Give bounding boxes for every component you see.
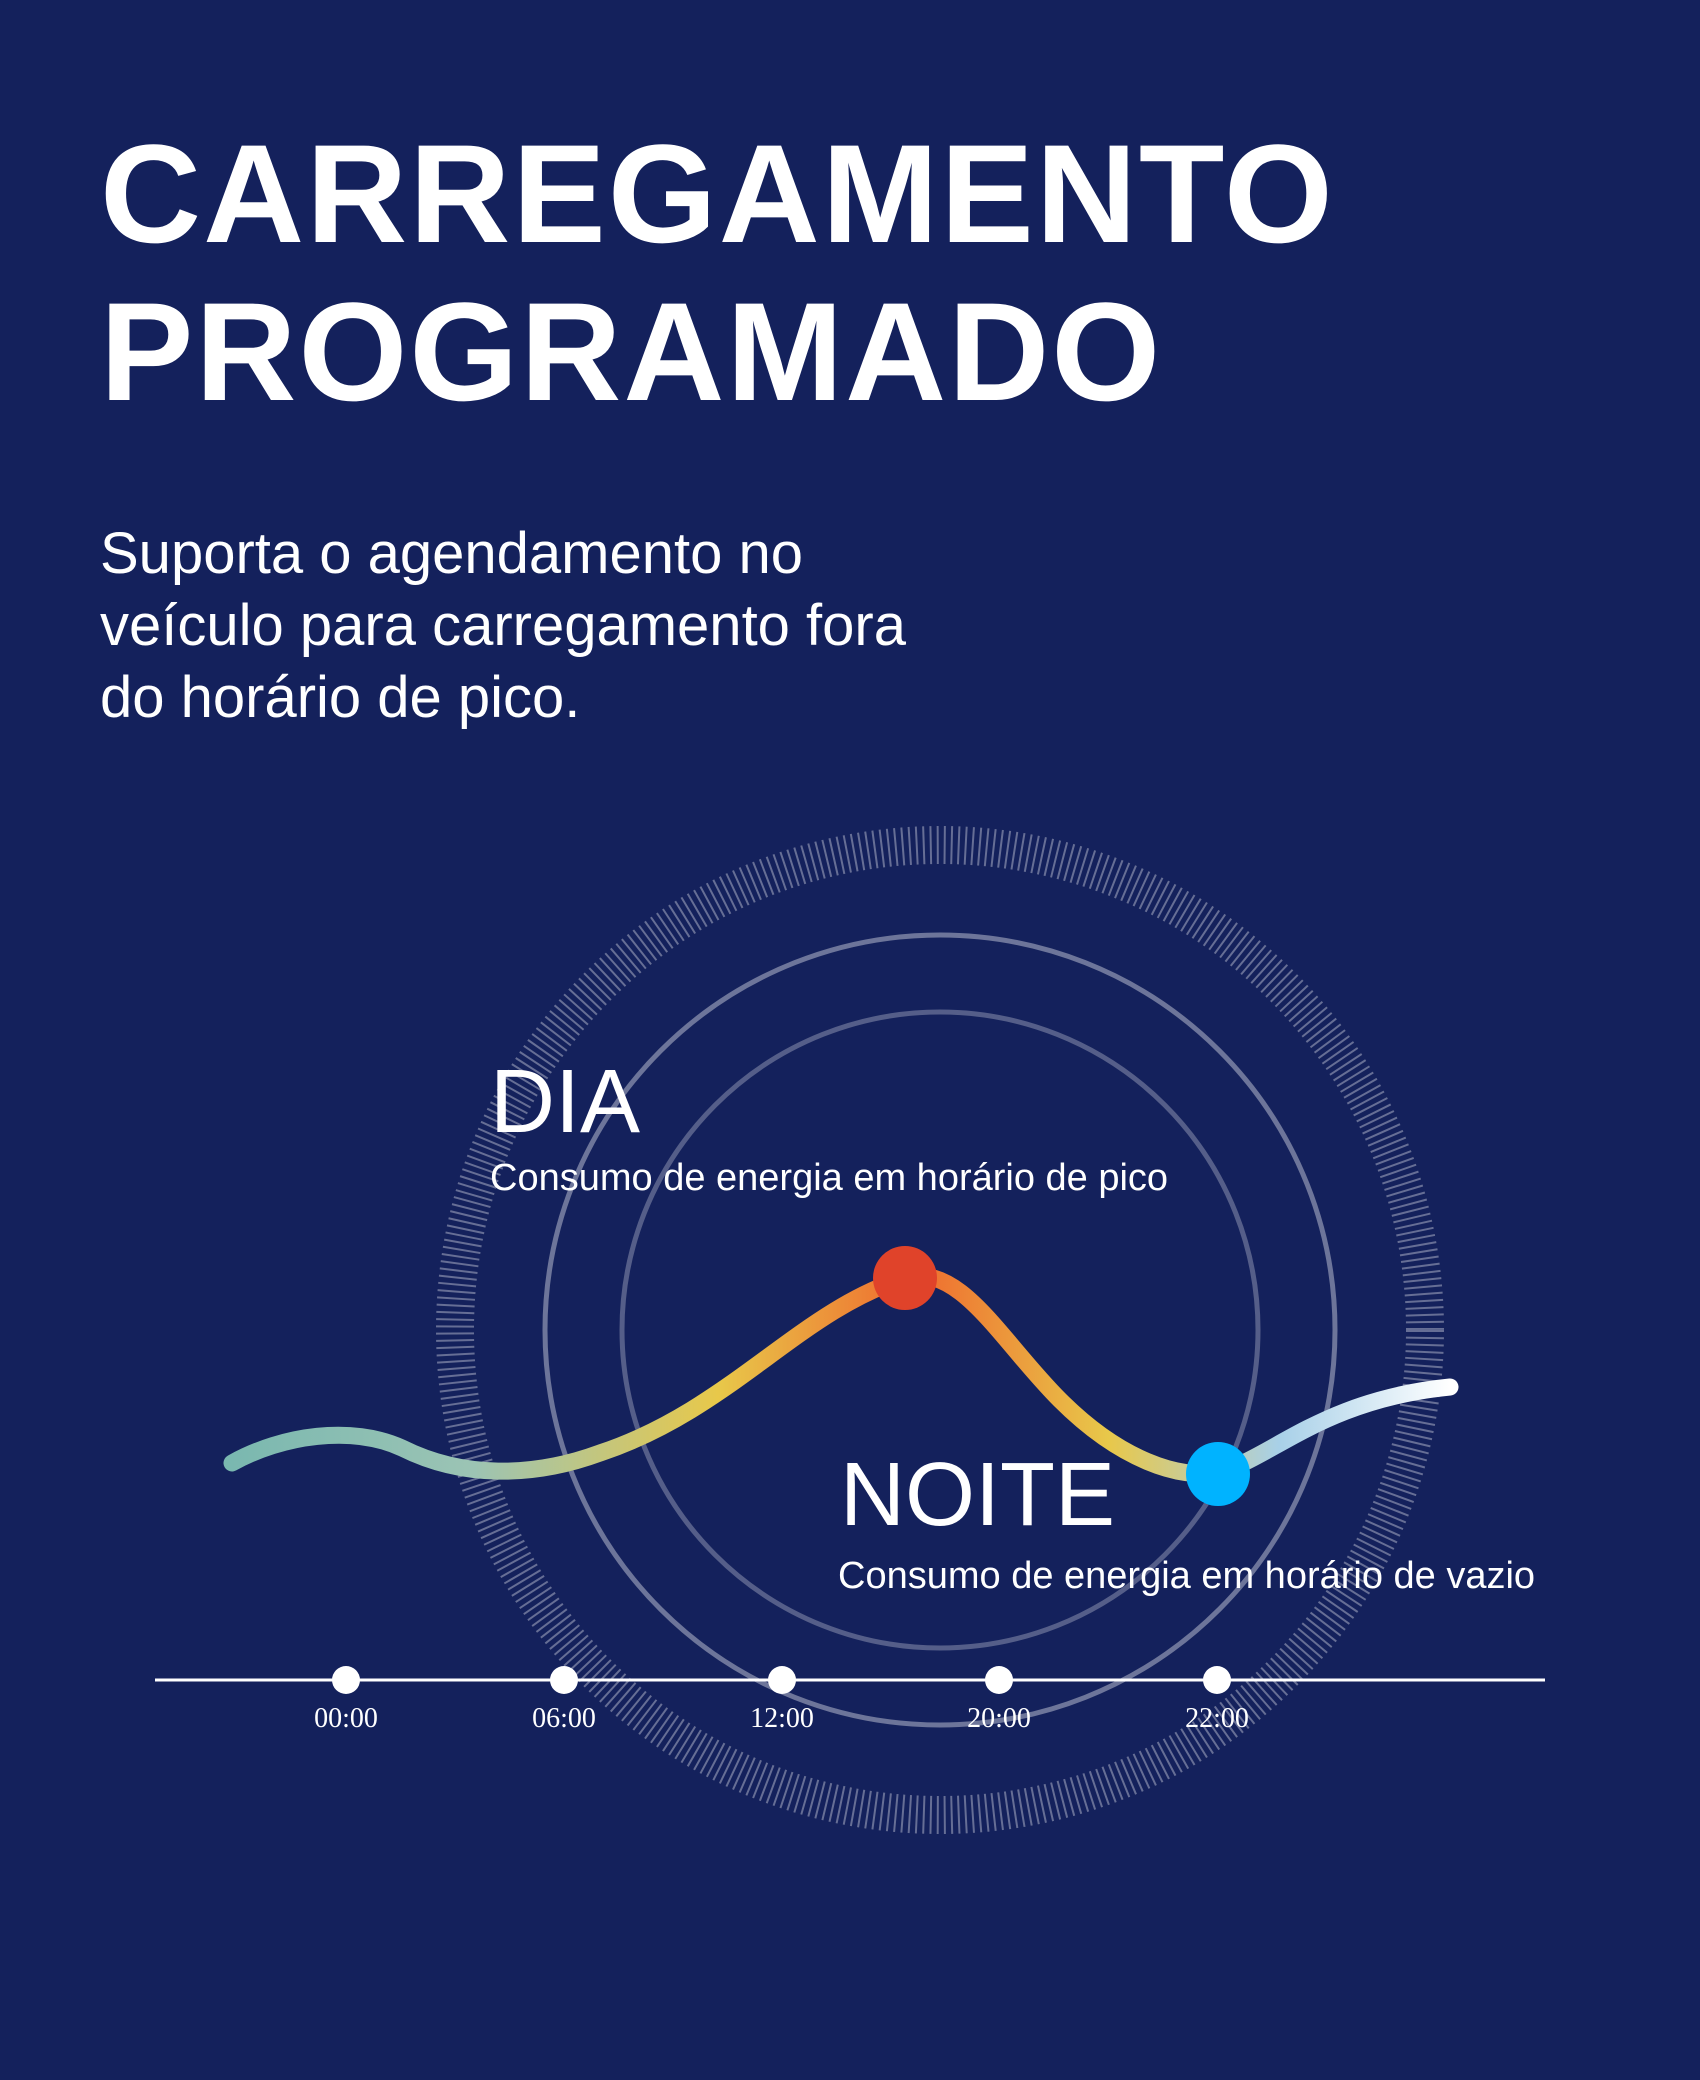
day-description: Consumo de energia em horário de pico	[490, 1157, 1168, 1199]
timeline-tick-dot	[985, 1666, 1013, 1694]
timeline-tick-label: 00:00	[314, 1703, 378, 1734]
timeline-tick-dot	[1203, 1666, 1231, 1694]
peak-marker	[873, 1246, 937, 1310]
timeline-tick-label: 12:00	[750, 1703, 814, 1734]
timeline-tick-dot	[768, 1666, 796, 1694]
night-label: NOITE	[840, 1445, 1115, 1545]
outer-tick-ring	[436, 826, 1444, 1834]
night-description: Consumo de energia em horário de vazio	[838, 1555, 1535, 1597]
consumption-curve	[223, 1267, 1459, 1483]
timeline-tick-label: 06:00	[532, 1703, 596, 1734]
timeline: 00:00 06:00 12:00 20:00 22:00	[155, 1666, 1545, 1734]
description-line-2: veículo para carregamento fora	[100, 593, 906, 658]
description-line-3: do horário de pico.	[100, 665, 581, 730]
timeline-tick-label: 22:00	[1185, 1703, 1249, 1734]
description-line-1: Suporta o agendamento no	[100, 521, 803, 586]
title-line-1: CARREGAMENTO	[100, 115, 1335, 272]
inner-ring	[619, 1009, 1261, 1651]
timeline-tick: 12:00	[750, 1666, 814, 1734]
page-description: Suporta o agendamento no veículo para ca…	[100, 518, 1080, 734]
timeline-tick-label: 20:00	[967, 1703, 1031, 1734]
timeline-tick-dot	[550, 1666, 578, 1694]
day-label: DIA	[490, 1052, 640, 1152]
page-title: CARREGAMENTO PROGRAMADO	[100, 115, 1335, 431]
title-line-2: PROGRAMADO	[100, 273, 1163, 430]
decorative-rings	[436, 826, 1444, 1834]
timeline-tick: 22:00	[1185, 1666, 1249, 1734]
timeline-tick: 20:00	[967, 1666, 1031, 1734]
middle-ring	[542, 932, 1338, 1728]
timeline-tick-dot	[332, 1666, 360, 1694]
timeline-tick: 06:00	[532, 1666, 596, 1734]
timeline-tick: 00:00	[314, 1666, 378, 1734]
offpeak-marker	[1186, 1442, 1250, 1506]
